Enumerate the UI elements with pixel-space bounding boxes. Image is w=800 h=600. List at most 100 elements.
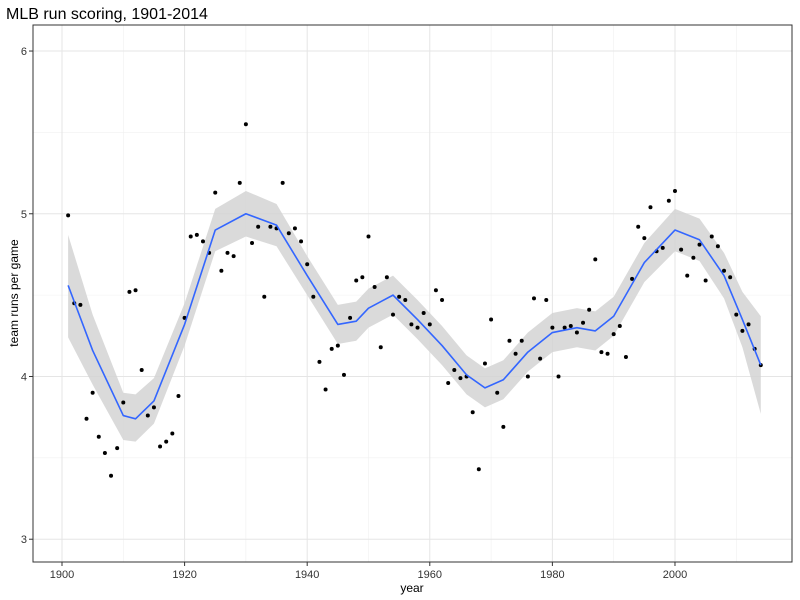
point (102, 450, 107, 455)
point (672, 188, 677, 193)
point (286, 231, 291, 236)
point (317, 359, 322, 364)
point (452, 367, 457, 372)
point (250, 241, 255, 246)
panel-border (32, 24, 793, 563)
point (323, 387, 328, 392)
point (446, 381, 451, 385)
point (237, 180, 242, 185)
point (225, 250, 230, 255)
point (384, 275, 389, 280)
point (489, 317, 494, 322)
point (599, 350, 604, 355)
point (341, 372, 346, 377)
point (299, 239, 304, 244)
point (617, 324, 622, 329)
point (470, 410, 475, 415)
x-axis-title: year (400, 581, 423, 595)
x-tick-label: 1980 (540, 569, 564, 581)
point (133, 288, 138, 293)
y-tick-label: 4 (21, 371, 27, 383)
point (200, 239, 205, 244)
point (440, 298, 445, 303)
x-tick-label: 1940 (295, 569, 319, 581)
point (170, 431, 175, 436)
point (280, 180, 285, 185)
point (513, 351, 518, 356)
point (734, 312, 739, 317)
point (544, 298, 549, 303)
point (642, 236, 647, 241)
point (728, 275, 733, 280)
point (354, 278, 359, 283)
y-tick-label: 6 (21, 46, 27, 58)
point (268, 224, 273, 229)
point (403, 298, 408, 303)
point (679, 247, 684, 252)
point (329, 346, 334, 351)
point (648, 205, 653, 210)
point (378, 345, 383, 350)
point (574, 330, 579, 335)
point (397, 294, 402, 299)
point (90, 390, 95, 395)
y-axis-title: team runs per game (7, 239, 21, 347)
point (84, 416, 89, 421)
point (158, 444, 163, 449)
point (213, 190, 218, 195)
point (722, 268, 727, 273)
panel (33, 25, 792, 562)
point (121, 400, 126, 405)
point (415, 325, 420, 330)
point (666, 198, 671, 203)
point (433, 288, 438, 293)
point (176, 394, 181, 399)
point (96, 434, 101, 439)
point (66, 213, 71, 218)
point (348, 315, 353, 320)
point (219, 268, 224, 273)
x-tick-label: 1900 (50, 569, 74, 581)
point (292, 226, 297, 231)
point (587, 307, 592, 312)
point (550, 325, 555, 330)
point (691, 255, 696, 260)
point (519, 338, 524, 343)
point (581, 320, 586, 325)
point (262, 294, 267, 299)
point (366, 234, 371, 239)
point (78, 302, 83, 307)
point (145, 413, 150, 418)
point (231, 254, 236, 259)
point (636, 224, 641, 229)
point (476, 467, 481, 472)
point (188, 234, 193, 239)
smooth-line (67, 212, 762, 420)
point (507, 338, 512, 343)
point (427, 322, 432, 327)
point (501, 424, 506, 429)
point (243, 122, 248, 127)
point (139, 367, 144, 372)
point (458, 376, 463, 381)
point (740, 328, 745, 333)
point (715, 244, 720, 249)
point (703, 278, 708, 283)
point (127, 289, 132, 294)
y-tick-label: 5 (21, 209, 27, 221)
point (630, 276, 635, 281)
point (709, 234, 714, 239)
point (525, 374, 530, 379)
point (482, 361, 487, 366)
point (660, 245, 665, 250)
point (335, 343, 340, 348)
point (421, 311, 426, 316)
point (531, 296, 536, 301)
point (495, 390, 500, 395)
x-tick-label: 1920 (172, 569, 196, 581)
point (194, 232, 199, 237)
point (409, 322, 414, 327)
point (697, 242, 702, 247)
point (568, 324, 573, 329)
